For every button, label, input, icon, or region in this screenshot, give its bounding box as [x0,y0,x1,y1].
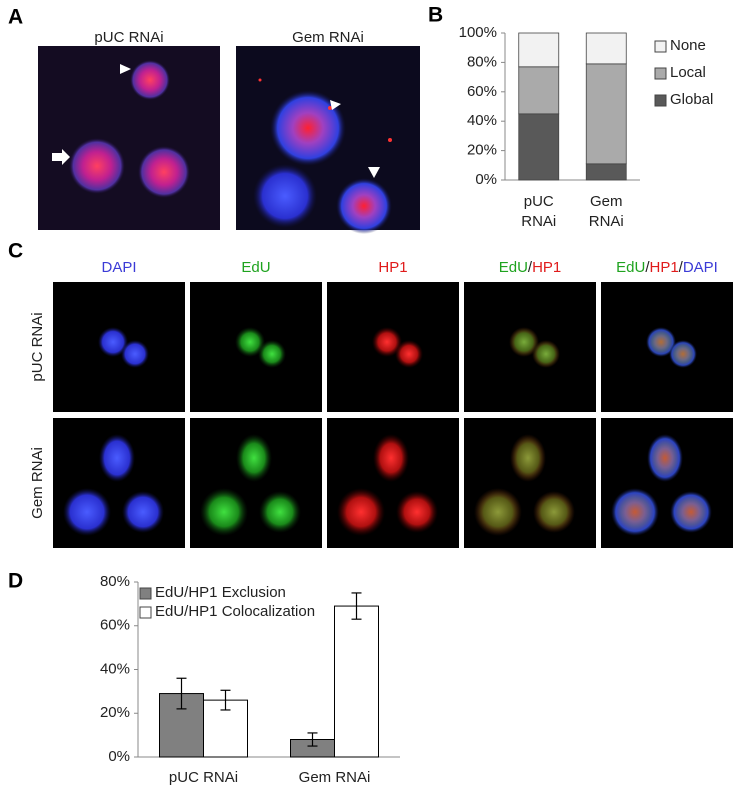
y-tick-label: 20% [100,704,130,721]
title-part: / [645,259,650,276]
legend-label: None [670,37,706,54]
column-title: DAPI [101,259,136,276]
x-tick-label: pUC RNAi [168,769,239,786]
y-tick-label: 60% [100,617,130,634]
legend-label: Local [670,64,706,81]
bar-segment [518,66,560,115]
panel-label: A [8,6,23,29]
title-part: HP1 [378,259,407,276]
panel-label: B [428,4,443,27]
image-title: pUC RNAi [94,29,163,46]
title-part: HP1 [532,259,561,276]
y-tick-label: 80% [100,573,130,590]
legend-swatch [139,587,152,600]
y-tick-label: 100% [459,24,497,41]
y-tick-label: 40% [467,112,497,129]
y-tick-label: 40% [100,660,130,677]
panel-label: C [8,240,23,263]
legend-swatch [654,67,667,80]
y-tick-label: 80% [467,53,497,70]
x-tick-label: Gem RNAi [298,769,371,786]
title-part: EdU [499,259,528,276]
row-title: Gem RNAi [29,447,46,519]
error-bar [307,732,318,747]
title-part: DAPI [101,259,136,276]
error-bar [351,592,362,620]
error-bar [220,689,231,711]
legend-swatch [654,40,667,53]
error-bar [176,677,187,710]
title-part: EdU [241,259,270,276]
column-title: EdU/HP1 [499,259,562,276]
bar-segment [518,32,560,68]
y-tick-label: 20% [467,142,497,159]
y-tick-label: 60% [467,83,497,100]
title-part: EdU [616,259,645,276]
legend-label: EdU/HP1 Colocalization [155,603,315,620]
title-part: / [679,259,684,276]
micrograph [236,46,420,234]
bar [334,605,379,758]
row-title: pUC RNAi [29,312,46,381]
x-tick-label: Gem RNAi [588,193,624,230]
bar-segment [585,32,627,65]
image-title: Gem RNAi [292,29,364,46]
y-tick-label: 0% [108,748,130,765]
title-part: DAPI [683,259,718,276]
legend-swatch [654,94,667,107]
y-tick-label: 0% [475,171,497,188]
bar-segment [518,113,560,181]
title-part: / [528,259,533,276]
x-tick-label: pUC RNAi [521,193,557,230]
micrograph-grid [53,282,733,548]
micrograph [38,46,220,230]
column-title: HP1 [378,259,407,276]
bar-segment [585,63,627,165]
bar-segment [585,163,627,181]
legend-label: Global [670,91,713,108]
panel-label: D [8,570,23,593]
title-part: HP1 [649,259,678,276]
column-title: EdU [241,259,270,276]
legend-label: EdU/HP1 Exclusion [155,584,286,601]
legend-swatch [139,606,152,619]
column-title: EdU/HP1/DAPI [616,259,718,276]
